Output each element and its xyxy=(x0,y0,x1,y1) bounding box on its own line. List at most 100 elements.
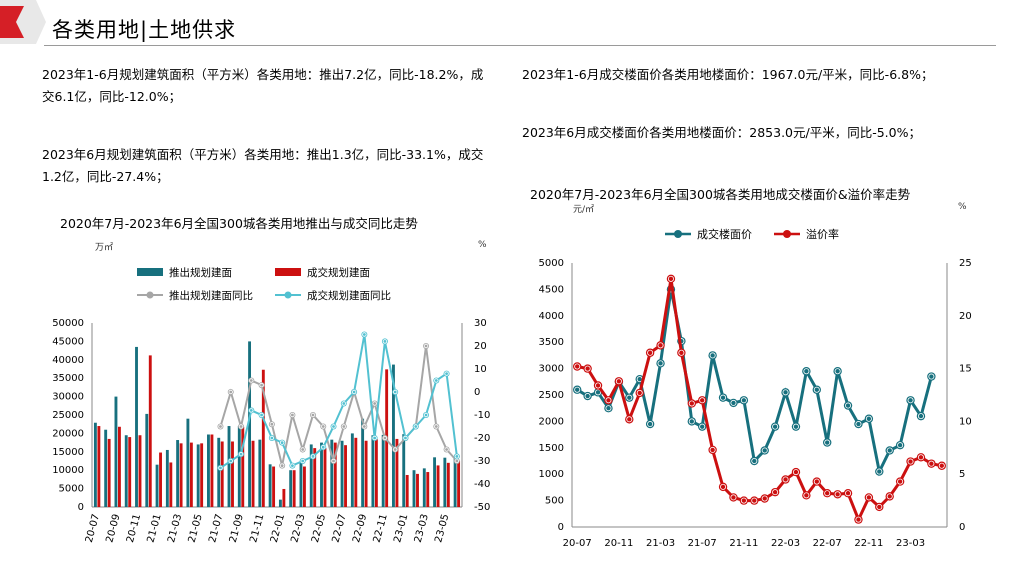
supply-deal-chart: 0 5000 10000 15000 20000 25000 30000 35000 40000… xyxy=(52,266,490,544)
premium-rate-point-ring xyxy=(688,400,695,407)
deal-bar xyxy=(333,442,337,507)
x-tick-label: 23-05 xyxy=(433,513,451,544)
floor-price-point-ring xyxy=(886,447,893,454)
premium-rate-point-ring xyxy=(938,462,945,469)
floor-price-point-ring xyxy=(865,415,872,422)
deal-yoy-point-ring xyxy=(269,435,275,441)
floor-price-point-ring xyxy=(751,457,758,464)
supply-bar xyxy=(155,464,159,507)
supply-yoy-point-ring xyxy=(392,447,398,452)
premium-rate-point-ring xyxy=(782,476,789,483)
premium-rate-point-ring xyxy=(855,516,862,523)
supply-yoy-point-ring xyxy=(228,389,233,395)
x-tick-label: 23-01 xyxy=(392,513,410,544)
deal-bar xyxy=(323,448,327,507)
x-tick-label: 20-11 xyxy=(125,513,143,544)
floor-price-point-ring xyxy=(699,423,706,430)
supply-bar xyxy=(402,434,406,507)
deal-yoy-point-ring xyxy=(228,458,233,464)
supply-yoy-point-ring xyxy=(382,435,388,441)
floor-price-point-ring xyxy=(917,413,924,420)
supply-bar xyxy=(196,444,200,507)
y-tick-label: 1000 xyxy=(539,469,564,480)
y-tick-label: 10000 xyxy=(52,465,84,476)
legend-floor-price-label: 成交楼面价 xyxy=(697,227,752,241)
supply-yoy-point-ring xyxy=(321,424,326,429)
floor-price-point-ring xyxy=(709,352,716,359)
premium-rate-point-ring xyxy=(813,478,820,485)
left-chart-unit: 万㎡ xyxy=(95,243,114,253)
y2-tick-label: 20 xyxy=(474,341,487,352)
deal-bar xyxy=(179,443,183,507)
supply-bar xyxy=(237,426,241,507)
y-tick-label: 20000 xyxy=(52,428,84,439)
premium-rate-point-ring xyxy=(876,503,883,510)
legend-deal-yoy-marker xyxy=(284,291,292,299)
y-tick-label: 1500 xyxy=(539,443,564,454)
supply-yoy-point-ring xyxy=(259,382,264,388)
premium-rate-point-ring xyxy=(803,492,810,499)
supply-yoy-point-ring xyxy=(269,421,275,427)
supply-bar xyxy=(330,439,334,507)
y2-tick-label: 30 xyxy=(474,318,487,329)
floor-price-point-ring xyxy=(574,386,581,393)
premium-rate-point-ring xyxy=(709,446,716,453)
title-divider xyxy=(44,45,996,46)
deal-bar xyxy=(261,369,265,507)
deal-bar xyxy=(405,474,409,507)
right-chart-title: 2020年7月-2023年6月全国300城各类用地成交楼面价&溢价率走势 xyxy=(530,187,911,202)
y2-tick-label: -10 xyxy=(474,410,490,421)
premium-rate-point-ring xyxy=(907,458,914,465)
deal-bar xyxy=(426,472,430,507)
supply-bar xyxy=(350,433,354,507)
deal-yoy-point-ring xyxy=(454,454,460,459)
floor-price-point-ring xyxy=(605,405,612,412)
deal-bar xyxy=(313,448,317,507)
floor-price-point-ring xyxy=(834,368,841,375)
deal-bar xyxy=(231,441,234,507)
premium-rate-point-ring xyxy=(636,389,643,396)
supply-bar xyxy=(186,418,190,507)
floor-price-point-ring xyxy=(688,418,695,425)
y-tick-label: 4500 xyxy=(539,284,564,295)
deal-yoy-point-ring xyxy=(351,389,357,395)
floor-price-point-ring xyxy=(792,423,799,430)
supply-bar xyxy=(371,435,375,507)
floor-price-point-ring xyxy=(782,389,789,396)
x-tick-label: 21-11 xyxy=(729,538,758,549)
deal-yoy-point-ring xyxy=(341,401,347,406)
deal-bar xyxy=(364,440,368,507)
supply-yoy-point-ring xyxy=(238,424,244,429)
supply-bar xyxy=(433,457,437,507)
supply-bar xyxy=(443,457,447,507)
supply-bar xyxy=(278,499,282,507)
deal-yoy-point-ring xyxy=(434,378,439,383)
legend-floor-price-marker xyxy=(674,230,682,238)
supply-yoy-point-ring xyxy=(434,424,439,429)
premium-rate-point-ring xyxy=(751,497,758,504)
supply-bar xyxy=(392,364,395,507)
deal-yoy-point-ring xyxy=(321,444,326,450)
y2-tick-label: 15 xyxy=(959,364,972,375)
y-tick-label: 25000 xyxy=(52,410,84,421)
deal-bar xyxy=(241,426,245,507)
deal-bar xyxy=(395,438,399,507)
x-tick-label: 22-07 xyxy=(813,538,842,549)
supply-bar xyxy=(227,426,231,507)
deal-bar xyxy=(210,434,214,507)
supply-yoy-point-ring xyxy=(331,458,336,464)
premium-rate-point-ring xyxy=(834,491,841,498)
premium-rate-point-ring xyxy=(761,495,768,502)
legend-deal-yoy-label: 成交规划建面同比 xyxy=(307,289,391,302)
deal-bar xyxy=(436,465,440,507)
floor-price-point-ring xyxy=(761,447,768,454)
supply-yoy-point-ring xyxy=(341,424,347,429)
deal-bar xyxy=(302,466,306,507)
y-tick-label: 50000 xyxy=(52,318,84,329)
y-tick-label: 0 xyxy=(78,502,84,513)
x-tick-label: 23-03 xyxy=(413,513,431,544)
premium-rate-point-ring xyxy=(678,349,685,356)
premium-rate-point-ring xyxy=(824,490,831,497)
y-tick-label: 30000 xyxy=(52,392,84,403)
floor-price-point-ring xyxy=(657,360,664,367)
